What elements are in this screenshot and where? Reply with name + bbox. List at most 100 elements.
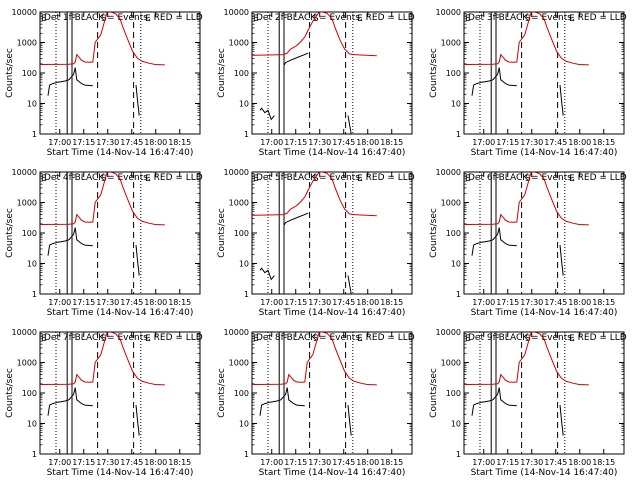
- x-tick-label: 17:00: [472, 458, 495, 467]
- events-series-line: [559, 85, 564, 116]
- plot-frame: [39, 171, 201, 295]
- events-series-line: [471, 67, 517, 96]
- x-tick-label: 17:45: [120, 298, 143, 307]
- panel-det-3: Det 3f BLACK = Events, RED = LLD 1 10 100 10…: [429, 8, 627, 158]
- x-tick-label: 17:00: [472, 298, 495, 307]
- time-marker-label: F: [495, 174, 500, 184]
- x-tick-label: 17:45: [332, 458, 355, 467]
- y-tick-label: 10000: [224, 328, 249, 337]
- plot-frame: [39, 331, 201, 455]
- time-marker-label: F: [71, 334, 76, 344]
- x-tick-label: 17:45: [544, 298, 567, 307]
- x-tick-label: 18:15: [380, 298, 403, 307]
- x-tick-label: 17:00: [260, 298, 283, 307]
- x-tick-label: 17:15: [72, 458, 95, 467]
- events-series-line: [471, 227, 517, 256]
- x-tick-label: 17:15: [284, 138, 307, 147]
- x-tick-label: 18:00: [144, 458, 167, 467]
- time-marker-label: E: [41, 14, 47, 24]
- x-tick-label: 18:15: [168, 458, 191, 467]
- panel-det-6: Det 6f BLACK = Events, RED = LLD 1 10 100 10…: [429, 168, 627, 318]
- x-tick-label: 18:15: [592, 458, 615, 467]
- y-tick-label: 10000: [224, 168, 249, 177]
- x-tick-label: 17:15: [496, 138, 519, 147]
- lld-series-line: [252, 332, 377, 386]
- time-marker-label: E: [253, 14, 259, 24]
- panel-det-4: Det 4f BLACK = Events, RED = LLD 1 10 100 10…: [5, 168, 203, 318]
- time-marker-label: E: [569, 174, 575, 184]
- y-tick-label: 1000: [441, 359, 461, 368]
- events-series-line: [471, 387, 517, 416]
- x-tick-label: 18:15: [380, 458, 403, 467]
- time-marker-label: F: [71, 174, 76, 184]
- x-tick-label: 17:45: [332, 298, 355, 307]
- x-tick-label: 17:30: [308, 138, 331, 147]
- y-tick-label: 1: [456, 290, 461, 299]
- x-tick-label: 17:30: [520, 298, 543, 307]
- events-series-line: [347, 405, 352, 436]
- y-tick-label: 100: [446, 69, 461, 78]
- x-tick-label: 18:00: [356, 458, 379, 467]
- events-series-line: [347, 275, 352, 294]
- time-marker-label: S: [313, 174, 319, 184]
- y-tick-label: 1: [32, 290, 37, 299]
- time-marker-label: F: [495, 14, 500, 24]
- panel-title: Det 1f BLACK = Events, RED = LLD: [44, 13, 203, 23]
- panel-title: Det 7f BLACK = Events, RED = LLD: [44, 333, 203, 343]
- x-tick-label: 18:00: [356, 138, 379, 147]
- y-tick-label: 100: [234, 229, 249, 238]
- x-axis-label: Start Time (14-Nov-14 16:47:40): [259, 468, 406, 478]
- panel-det-5: Det 5f BLACK = Events, RED = LLD 1 10 100 10…: [217, 168, 415, 318]
- x-axis-label: Start Time (14-Nov-14 16:47:40): [471, 308, 618, 318]
- x-tick-label: 17:00: [472, 138, 495, 147]
- y-tick-label: 10000: [12, 168, 37, 177]
- panel-det-8: Det 8f BLACK = Events, RED = LLD 1 10 100 10…: [217, 328, 415, 478]
- y-tick-label: 10000: [12, 8, 37, 17]
- events-series-line: [47, 67, 93, 96]
- y-tick-label: 1000: [229, 199, 249, 208]
- y-tick-label: 100: [446, 389, 461, 398]
- y-tick-label: 1: [244, 450, 249, 459]
- y-tick-label: 1000: [17, 199, 37, 208]
- x-tick-label: 18:00: [144, 298, 167, 307]
- panel-title: Det 3f BLACK = Events, RED = LLD: [468, 13, 627, 23]
- events-series-line: [47, 227, 93, 256]
- y-axis-label: Counts/sec: [5, 368, 15, 418]
- y-tick-label: 1: [244, 290, 249, 299]
- y-tick-label: 1: [456, 130, 461, 139]
- lld-series-line: [464, 12, 589, 66]
- panel-det-2: Det 2f BLACK = Events, RED = LLD 1 10 100 10…: [217, 8, 415, 158]
- y-tick-label: 10: [27, 100, 37, 109]
- panel-det-1: Det 1f BLACK = Events, RED = LLD 1 10 100 10…: [5, 8, 203, 158]
- y-tick-label: 100: [234, 69, 249, 78]
- time-marker-label: S: [313, 14, 319, 24]
- x-tick-label: 17:45: [120, 138, 143, 147]
- x-tick-label: 17:30: [96, 298, 119, 307]
- x-tick-label: 18:15: [592, 138, 615, 147]
- x-tick-label: 17:15: [496, 458, 519, 467]
- time-marker-label: F: [71, 14, 76, 24]
- y-tick-label: 10000: [436, 168, 461, 177]
- time-marker-label: E: [569, 14, 575, 24]
- y-tick-label: 10000: [436, 328, 461, 337]
- y-tick-label: 1: [32, 130, 37, 139]
- time-marker-label: E: [465, 174, 471, 184]
- time-marker-label: S: [525, 334, 531, 344]
- y-tick-label: 10000: [12, 328, 37, 337]
- x-tick-label: 17:15: [496, 298, 519, 307]
- x-tick-label: 17:00: [48, 458, 71, 467]
- time-marker-label: E: [253, 174, 259, 184]
- plot-frame: [251, 331, 413, 455]
- panel-title: Det 8f BLACK = Events, RED = LLD: [256, 333, 415, 343]
- x-axis-label: Start Time (14-Nov-14 16:47:40): [47, 468, 194, 478]
- lld-series-line: [464, 332, 589, 386]
- time-marker-label: F: [283, 14, 288, 24]
- y-tick-label: 100: [234, 389, 249, 398]
- events-series-line: [47, 387, 93, 416]
- x-tick-label: 17:30: [96, 138, 119, 147]
- plot-frame: [463, 171, 625, 295]
- events-series-line: [347, 115, 352, 134]
- panel-det-9: Det 9f BLACK = Events, RED = LLD 1 10 100 10…: [429, 328, 627, 478]
- time-marker-label: E: [465, 334, 471, 344]
